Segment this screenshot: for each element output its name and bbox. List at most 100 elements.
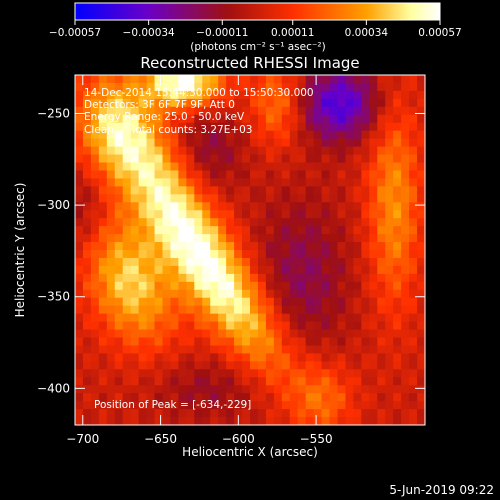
heatmap-cell	[130, 265, 140, 275]
heatmap-cell	[337, 154, 346, 163]
heatmap-cell	[257, 345, 267, 354]
heatmap-cell	[226, 273, 235, 283]
heatmap-cell	[297, 385, 307, 394]
heatmap-cell	[250, 234, 259, 243]
heatmap-cell	[122, 417, 132, 426]
heatmap-cell	[98, 106, 108, 116]
heatmap-cell	[337, 250, 346, 259]
heatmap-cell	[393, 281, 402, 291]
heatmap-cell	[297, 242, 307, 251]
heatmap-cell	[409, 281, 418, 291]
heatmap-cell	[202, 250, 211, 259]
heatmap-cell	[321, 257, 330, 267]
heatmap-cell	[186, 353, 195, 362]
annotation-time-range: 14-Dec-2014 15:44:30.000 to 15:50:30.000	[84, 87, 314, 99]
heatmap-cell	[297, 138, 307, 147]
heatmap-cell	[130, 138, 140, 147]
heatmap-cell	[361, 337, 370, 346]
heatmap-cell	[417, 146, 426, 155]
heatmap-cell	[337, 114, 346, 124]
heatmap-cell	[321, 250, 330, 259]
heatmap-cell	[194, 226, 203, 235]
heatmap-cell	[210, 210, 219, 219]
heatmap-cell	[75, 361, 84, 370]
heatmap-cell	[289, 122, 299, 132]
heatmap-cell	[337, 353, 346, 362]
heatmap-cell	[369, 377, 378, 386]
heatmap-cell	[305, 265, 315, 275]
heatmap-cell	[82, 138, 92, 147]
heatmap-cell	[401, 130, 410, 140]
heatmap-cell	[265, 273, 275, 283]
heatmap-cell	[409, 369, 418, 378]
heatmap-cell	[242, 122, 251, 132]
heatmap-cell	[226, 162, 235, 171]
heatmap-cell	[122, 393, 132, 402]
heatmap-cell	[409, 218, 418, 227]
heatmap-cell	[82, 242, 92, 251]
heatmap-cell	[75, 321, 84, 330]
axis-ticks: −700 −650 −600 −550−250−300−350−400	[37, 75, 425, 446]
heatmap-cell	[210, 218, 219, 227]
heatmap-cell	[250, 226, 259, 235]
heatmap-cell	[98, 417, 108, 426]
heatmap-cell	[409, 273, 418, 283]
heatmap-cell	[369, 234, 378, 243]
heatmap-cell	[297, 250, 307, 259]
heatmap-cell	[154, 409, 163, 418]
heatmap-cell	[82, 194, 92, 203]
heatmap-cell	[281, 186, 291, 195]
heatmap-cell	[210, 321, 219, 330]
heatmap-cell	[242, 305, 251, 315]
heatmap-cell	[138, 146, 147, 155]
heatmap-cell	[369, 257, 378, 267]
heatmap-cell	[130, 257, 140, 267]
heatmap-cell	[154, 257, 163, 267]
heatmap-cell	[226, 98, 235, 108]
heatmap-cell	[90, 154, 100, 163]
heatmap-cell	[162, 393, 171, 402]
heatmap-cell	[202, 393, 211, 402]
heatmap-cell	[361, 297, 370, 307]
heatmap-cell	[234, 178, 243, 187]
heatmap-cell	[305, 122, 315, 132]
heatmap-cell	[90, 75, 100, 84]
heatmap-cell	[337, 202, 346, 211]
heatmap-cell	[146, 162, 155, 171]
heatmap-cell	[90, 162, 100, 171]
heatmap-cell	[98, 345, 108, 354]
heatmap-cell	[417, 369, 426, 378]
heatmap-cell	[289, 329, 299, 338]
heatmap-cell	[106, 281, 116, 291]
heatmap-cell	[194, 377, 203, 386]
colorbar-unit-label: (photons cm⁻² s⁻¹ asec⁻²)	[190, 41, 325, 53]
heatmap-cell	[170, 90, 179, 100]
heatmap-cell	[321, 289, 330, 299]
heatmap-cell	[257, 122, 267, 132]
heatmap-cell	[82, 178, 92, 187]
heatmap-cell	[178, 409, 187, 418]
heatmap-cell	[75, 393, 84, 402]
heatmap-cell	[106, 75, 116, 84]
heatmap-cell	[281, 82, 291, 92]
heatmap-cell	[234, 337, 243, 346]
heatmap-cell	[313, 210, 322, 219]
heatmap-cell	[122, 361, 132, 370]
heatmap-cell	[361, 75, 370, 84]
heatmap-cell	[337, 186, 346, 195]
heatmap-cell	[257, 337, 267, 346]
heatmap-cell	[321, 90, 330, 100]
heatmap-cell	[242, 289, 251, 299]
heatmap-cell	[265, 122, 275, 132]
heatmap-cell	[162, 242, 171, 251]
heatmap-cell	[313, 409, 322, 418]
heatmap-cell	[377, 162, 386, 171]
heatmap-cell	[178, 250, 187, 259]
heatmap-cell	[202, 305, 211, 315]
heatmap-cell	[250, 313, 259, 322]
heatmap-cell	[273, 417, 283, 426]
heatmap-cell	[90, 226, 100, 235]
heatmap-cell	[170, 257, 179, 267]
y-tick-label: −300	[37, 198, 70, 212]
heatmap-cell	[393, 417, 402, 426]
